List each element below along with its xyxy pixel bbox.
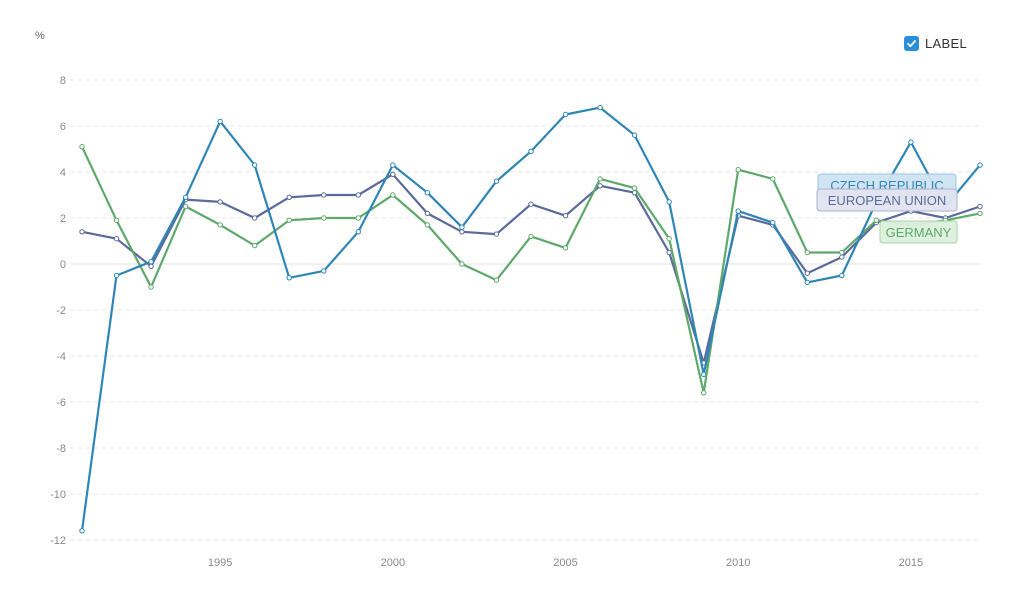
data-point: [251, 162, 258, 168]
y-tick-label: -2: [56, 305, 66, 317]
svg-text:GERMANY: GERMANY: [886, 225, 952, 240]
data-point: [286, 275, 292, 281]
series-label-tag: EUROPEAN UNION: [816, 188, 958, 212]
data-point: [873, 217, 880, 224]
data-point: [321, 192, 327, 198]
data-point: [528, 201, 534, 207]
data-point: [528, 233, 534, 240]
data-point: [286, 194, 292, 201]
x-tick-label: 2015: [899, 557, 923, 569]
data-point: [666, 199, 672, 205]
data-point: [735, 208, 741, 214]
data-point: [493, 277, 500, 283]
data-point: [79, 528, 85, 534]
data-point: [804, 270, 811, 276]
label-toggle-checkbox[interactable]: LABEL: [904, 36, 967, 51]
data-point: [424, 210, 431, 217]
data-point: [839, 249, 845, 256]
data-point: [839, 272, 845, 279]
data-point: [355, 215, 362, 221]
data-point: [79, 229, 85, 235]
checkbox-checked-icon[interactable]: [904, 36, 919, 51]
y-tick-label: -10: [50, 489, 66, 501]
data-point: [666, 236, 672, 242]
y-tick-label: 2: [60, 213, 66, 225]
data-point: [700, 371, 707, 378]
data-point: [562, 245, 569, 251]
x-tick-label: 1995: [208, 557, 232, 569]
data-point: [562, 213, 569, 219]
data-point: [424, 222, 431, 228]
x-tick-label: 2010: [726, 557, 750, 569]
series-line: [80, 106, 981, 531]
data-point: [390, 162, 396, 168]
y-tick-label: -6: [56, 397, 66, 409]
data-point: [562, 111, 569, 118]
data-point: [528, 148, 534, 155]
data-point: [770, 219, 776, 226]
data-point: [355, 192, 362, 198]
data-point: [735, 167, 741, 173]
data-point: [977, 210, 983, 217]
data-point: [321, 215, 327, 221]
data-point: [148, 284, 154, 290]
y-tick-label: 0: [60, 259, 66, 271]
data-point: [217, 222, 223, 228]
data-point: [182, 203, 189, 210]
data-point: [355, 229, 362, 235]
svg-text:EUROPEAN UNION: EUROPEAN UNION: [828, 193, 946, 208]
data-point: [493, 178, 500, 184]
data-point: [631, 132, 638, 138]
series-label-tag: GERMANY: [879, 220, 958, 244]
data-point: [251, 215, 258, 221]
data-point: [148, 259, 154, 265]
data-point: [700, 390, 707, 396]
label-toggle-text: LABEL: [925, 36, 967, 51]
data-point: [148, 263, 154, 269]
data-point: [804, 249, 811, 256]
data-point: [251, 242, 258, 249]
data-point: [321, 268, 327, 274]
data-point: [770, 176, 776, 182]
data-point: [217, 199, 223, 205]
data-point: [977, 203, 983, 210]
data-point: [113, 272, 120, 279]
y-tick-label: -4: [56, 351, 66, 363]
data-point: [597, 176, 603, 182]
data-point: [459, 229, 465, 235]
data-point: [390, 192, 396, 198]
data-point: [977, 162, 983, 168]
data-point: [839, 254, 845, 260]
data-point: [286, 217, 292, 224]
y-tick-label: -12: [50, 535, 66, 547]
data-point: [908, 139, 914, 145]
data-point: [390, 171, 396, 178]
data-point: [113, 236, 120, 242]
data-point: [182, 194, 189, 201]
data-point: [493, 231, 500, 237]
y-tick-label: 8: [60, 75, 66, 87]
data-point: [424, 190, 431, 196]
y-tick-label: 4: [60, 167, 66, 179]
x-tick-label: 2000: [381, 557, 405, 569]
y-axis-unit-label: %: [35, 30, 45, 42]
data-point: [217, 118, 223, 125]
y-tick-label: 6: [60, 121, 66, 133]
data-point: [459, 224, 465, 230]
data-point: [631, 185, 638, 191]
data-point: [113, 217, 120, 224]
x-tick-label: 2005: [553, 557, 577, 569]
data-point: [804, 279, 811, 286]
data-point: [666, 249, 672, 256]
data-point: [597, 104, 603, 111]
data-point: [459, 261, 465, 267]
data-point: [597, 183, 603, 189]
data-point: [79, 144, 85, 150]
y-tick-label: -8: [56, 443, 66, 455]
